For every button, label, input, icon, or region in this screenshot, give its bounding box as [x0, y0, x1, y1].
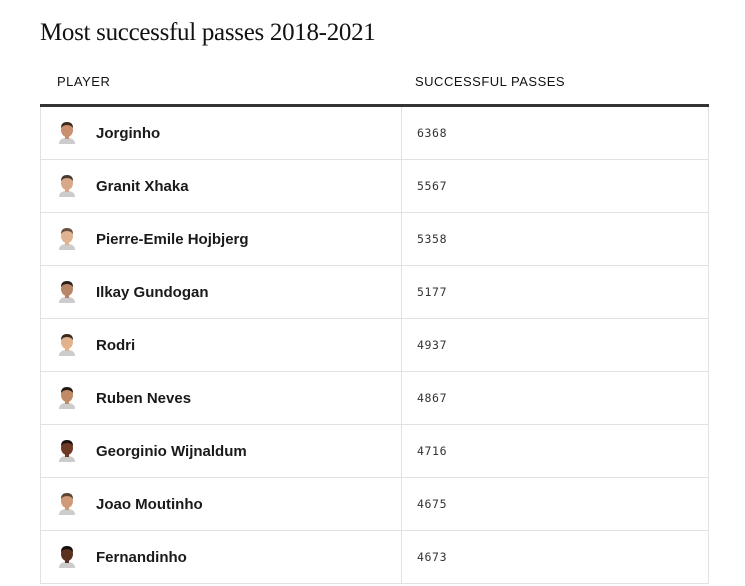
- player-name: Pierre-Emile Hojbjerg: [96, 231, 249, 248]
- successful-passes-value: 4937: [417, 338, 448, 352]
- table-row: Joao Moutinho 4675: [41, 478, 708, 531]
- column-divider: [401, 425, 402, 477]
- successful-passes-value: 5177: [417, 285, 448, 299]
- player-headshot-icon: [58, 120, 76, 144]
- player-headshot-icon: [58, 544, 76, 568]
- player-name: Fernandinho: [96, 549, 187, 566]
- player-headshot-icon: [58, 279, 76, 303]
- table-row: Ilkay Gundogan 5177: [41, 266, 708, 319]
- table-header: PLAYER SUCCESSFUL PASSES: [40, 58, 709, 107]
- player-name: Ruben Neves: [96, 390, 192, 407]
- player-headshot-icon: [58, 226, 76, 250]
- player-headshot-icon: [58, 438, 76, 462]
- column-divider: [401, 213, 402, 265]
- successful-passes-value: 4675: [417, 497, 448, 511]
- table-row: Ruben Neves 4867: [41, 372, 708, 425]
- table-body: Jorginho 6368 Granit Xhaka 5567 Pierre-E…: [40, 107, 709, 584]
- column-divider: [401, 531, 402, 583]
- column-divider: [401, 372, 402, 424]
- player-name: Ilkay Gundogan: [96, 284, 209, 301]
- player-headshot-icon: [58, 385, 76, 409]
- column-divider: [401, 478, 402, 530]
- column-header-player[interactable]: PLAYER: [57, 74, 111, 89]
- player-name: Jorginho: [96, 125, 161, 142]
- table-title: Most successful passes 2018-2021: [40, 19, 376, 46]
- column-divider: [401, 107, 402, 159]
- table-row: Pierre-Emile Hojbjerg 5358: [41, 213, 708, 266]
- column-divider: [401, 160, 402, 212]
- table-row: Granit Xhaka 5567: [41, 160, 708, 213]
- column-divider: [401, 266, 402, 318]
- player-name: Joao Moutinho: [96, 496, 203, 513]
- successful-passes-value: 5567: [417, 179, 448, 193]
- successful-passes-value: 5358: [417, 232, 448, 246]
- table-row: Rodri 4937: [41, 319, 708, 372]
- player-name: Rodri: [96, 337, 136, 354]
- column-divider: [401, 319, 402, 371]
- table-row: Jorginho 6368: [41, 107, 708, 160]
- player-name: Granit Xhaka: [96, 178, 189, 195]
- column-header-successful-passes[interactable]: SUCCESSFUL PASSES: [415, 74, 566, 89]
- successful-passes-value: 6368: [417, 126, 448, 140]
- successful-passes-value: 4867: [417, 391, 448, 405]
- player-name: Georginio Wijnaldum: [96, 443, 247, 460]
- passes-table: PLAYER SUCCESSFUL PASSES Jorginho 6368 G…: [40, 58, 709, 584]
- successful-passes-value: 4673: [417, 550, 448, 564]
- table-row: Fernandinho 4673: [41, 531, 708, 584]
- player-headshot-icon: [58, 332, 76, 356]
- player-headshot-icon: [58, 491, 76, 515]
- player-headshot-icon: [58, 173, 76, 197]
- successful-passes-value: 4716: [417, 444, 448, 458]
- table-row: Georginio Wijnaldum 4716: [41, 425, 708, 478]
